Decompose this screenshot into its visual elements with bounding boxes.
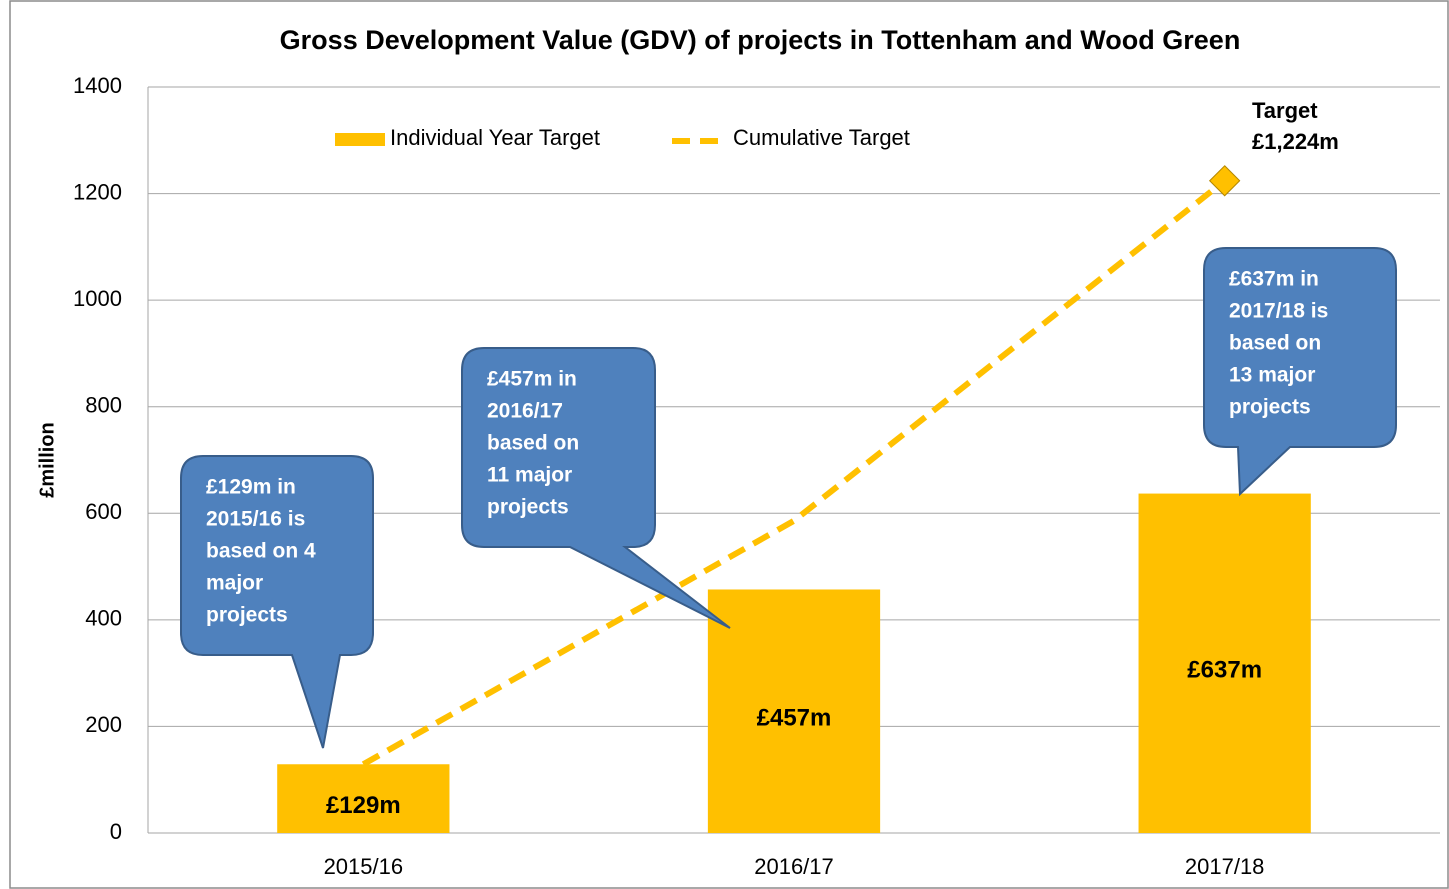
value-label: £129m <box>326 792 401 819</box>
value-label: £457m <box>757 705 832 732</box>
callout-text: projects <box>487 496 569 519</box>
callout-text: 2017/18 is <box>1229 300 1328 323</box>
bar <box>707 589 881 833</box>
callout-text: £637m in <box>1229 268 1319 291</box>
callout-text: £457m in <box>487 368 577 391</box>
x-tick-label: 2015/16 <box>324 854 404 879</box>
y-tick-label: 200 <box>85 712 122 737</box>
y-tick-label: 1200 <box>73 179 122 204</box>
bar <box>277 764 450 833</box>
legend-swatch <box>335 133 385 146</box>
target-label: Target <box>1252 98 1318 123</box>
callout-box <box>1203 247 1397 497</box>
callout-text: based on <box>487 432 579 455</box>
callout-text: 11 major <box>487 464 572 487</box>
legend-label: Cumulative Target <box>733 125 910 150</box>
y-tick-label: 0 <box>110 819 122 844</box>
callout-text: 2016/17 <box>487 400 563 423</box>
target-marker <box>1208 165 1241 197</box>
x-tick-label: 2016/17 <box>754 854 834 879</box>
callout-box <box>180 455 374 749</box>
y-tick-label: 800 <box>85 393 122 418</box>
y-tick-label: 400 <box>85 606 122 631</box>
value-label: £637m <box>1187 657 1262 684</box>
callout-text: projects <box>1229 396 1311 419</box>
callout-text: £129m in <box>206 476 296 499</box>
y-tick-label: 1400 <box>73 73 122 98</box>
y-tick-label: 1000 <box>73 286 122 311</box>
callout-text: 13 major <box>1229 364 1315 387</box>
legend-label: Individual Year Target <box>390 125 600 150</box>
y-axis-label: £million <box>36 422 58 498</box>
chart-title: Gross Development Value (GDV) of project… <box>280 25 1241 55</box>
callout-box <box>461 347 731 629</box>
y-tick-label: 600 <box>85 499 122 524</box>
callout-text: major <box>206 572 263 595</box>
callout-text: 2015/16 is <box>206 508 305 531</box>
target-label: £1,224m <box>1252 129 1339 154</box>
bar <box>1138 493 1311 833</box>
callout-text: based on <box>1229 332 1321 355</box>
callout-text: projects <box>206 604 288 627</box>
callout-text: based on 4 <box>206 540 316 563</box>
x-tick-label: 2017/18 <box>1185 854 1265 879</box>
